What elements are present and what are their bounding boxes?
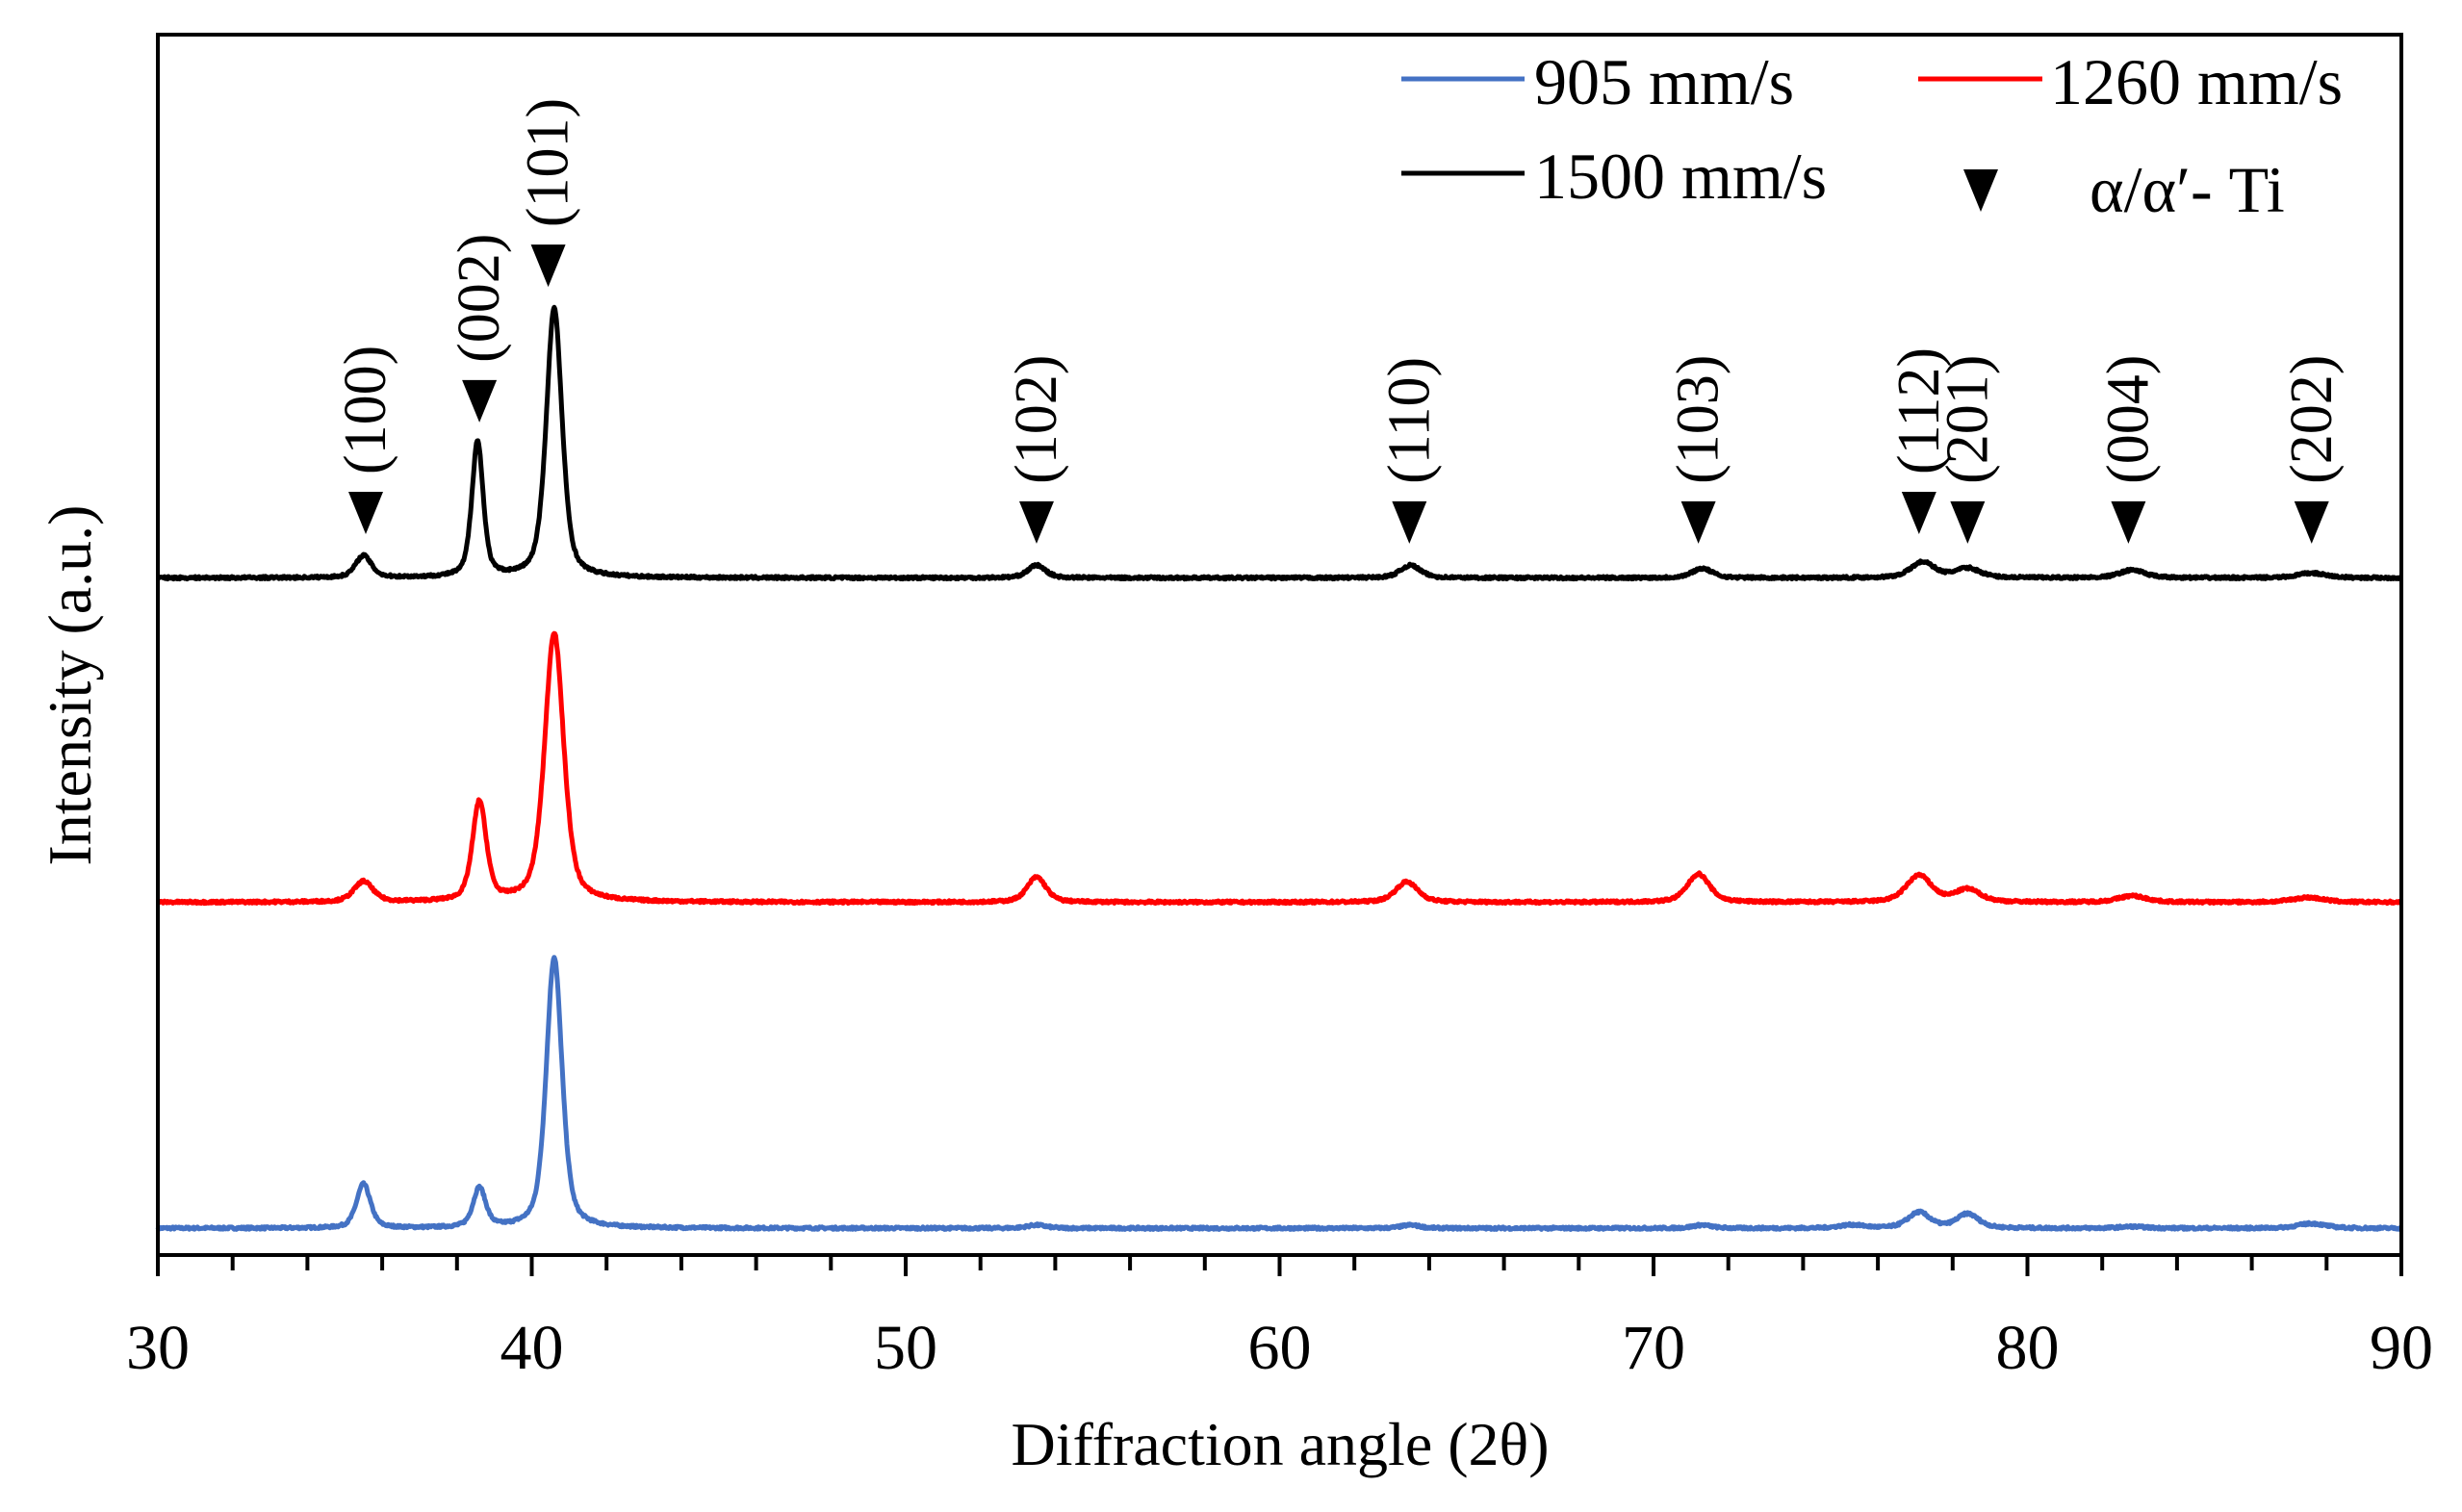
plot-frame bbox=[156, 33, 2403, 1257]
peak-label: (110) bbox=[1376, 357, 1442, 484]
series-group bbox=[155, 304, 2404, 1232]
x-axis-label: Diffraction angle (2θ) bbox=[1011, 1410, 1549, 1478]
peak-label: (102) bbox=[1004, 355, 1069, 484]
x-tick-label: 60 bbox=[1248, 1313, 1312, 1383]
peak-marker-triangle-icon bbox=[1680, 500, 1716, 544]
peak-label: (201) bbox=[1935, 355, 2000, 484]
legend: 905 mm/s 1260 mm/s 1500 mm/s α/α′- Ti bbox=[1401, 45, 2343, 226]
x-tick-label: 70 bbox=[1622, 1313, 1685, 1383]
peak-marker-triangle-icon bbox=[1950, 500, 1986, 544]
series-line-1500-mm-s bbox=[156, 304, 2403, 582]
series-line-1260-mm-s bbox=[156, 630, 2403, 907]
peak-marker-triangle-icon bbox=[348, 492, 384, 535]
x-tick-label: 90 bbox=[2370, 1313, 2433, 1383]
x-tick-label: 30 bbox=[126, 1313, 190, 1383]
x-tick-label: 50 bbox=[874, 1313, 937, 1383]
peak-marker-triangle-icon bbox=[1901, 492, 1936, 535]
legend-label-1260: 1260 mm/s bbox=[2050, 45, 2343, 118]
legend-label-1500: 1500 mm/s bbox=[1534, 140, 1827, 213]
peak-marker-triangle-icon bbox=[462, 379, 498, 423]
series-line-905-mm-s bbox=[155, 955, 2404, 1232]
x-tick-label: 40 bbox=[500, 1313, 564, 1383]
legend-label-905: 905 mm/s bbox=[1534, 45, 1794, 118]
x-tick-label: 80 bbox=[1996, 1313, 2060, 1383]
peak-marker-triangle-icon bbox=[2111, 500, 2146, 544]
peak-label: (101) bbox=[516, 98, 581, 227]
legend-label-alpha-ti: α/α′- Ti bbox=[2090, 153, 2285, 226]
peak-label: (112) bbox=[1886, 347, 1952, 474]
peak-label: (002) bbox=[447, 234, 512, 363]
peak-label: (103) bbox=[1666, 355, 1731, 484]
peak-label: (202) bbox=[2279, 355, 2345, 484]
peak-annotations: (100) (002)(101) (102) (110) (103) (112)(201)… bbox=[333, 98, 2345, 544]
legend-triangle-marker-icon bbox=[1963, 169, 1998, 212]
peak-marker-triangle-icon bbox=[1392, 500, 1427, 544]
peak-label: (004) bbox=[2095, 355, 2161, 484]
y-axis-label: Intensity (a.u.) bbox=[36, 505, 104, 866]
peak-marker-triangle-icon bbox=[1018, 500, 1054, 544]
x-axis-ticks: 30 40 50 60 70 80 90 bbox=[126, 1255, 2433, 1383]
peak-marker-triangle-icon bbox=[2294, 500, 2329, 544]
peak-label: (100) bbox=[333, 346, 398, 474]
peak-marker-triangle-icon bbox=[530, 244, 566, 288]
